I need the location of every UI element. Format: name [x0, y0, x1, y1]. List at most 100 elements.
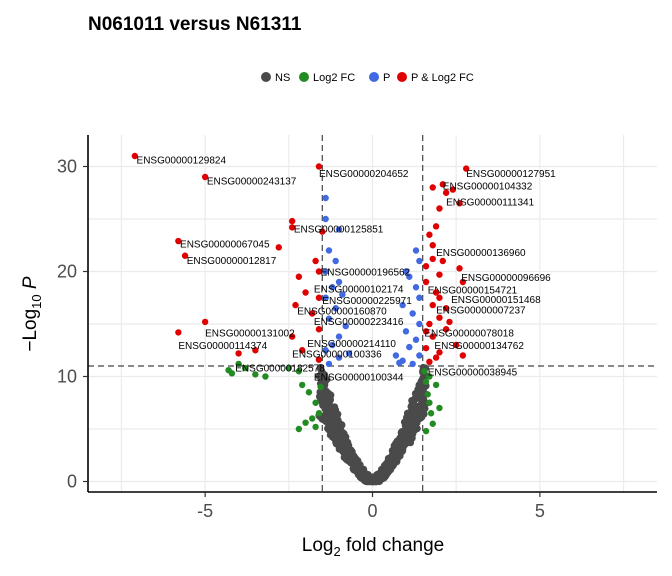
point-red [432, 223, 440, 230]
point-red [456, 200, 463, 207]
point-green [426, 399, 433, 406]
point-green [305, 389, 313, 396]
point-red [432, 354, 440, 361]
point-red [452, 341, 460, 349]
point-blue [325, 247, 333, 254]
point-red [439, 181, 446, 188]
point-blue [406, 273, 413, 280]
gene-label: ENSG00000214110 [307, 339, 396, 350]
legend-key [261, 72, 271, 82]
point-ns [333, 411, 341, 419]
point-red [319, 228, 326, 235]
legend-key [299, 72, 309, 82]
point-green [309, 415, 316, 422]
gene-label: ENSG00000100336 [292, 350, 382, 361]
point-green [422, 378, 430, 385]
point-red [309, 310, 316, 317]
point-ns [418, 397, 426, 405]
point-green [426, 373, 433, 380]
point-green [295, 368, 303, 375]
gene-label: ENSG00000012817 [187, 256, 277, 267]
point-green [424, 391, 431, 398]
point-red [442, 305, 450, 312]
point-ns [397, 434, 405, 443]
gene-label: ENSG00000096696 [461, 273, 551, 284]
point-red [315, 326, 323, 333]
gene-label: ENSG00000111341 [446, 197, 534, 208]
point-blue [412, 247, 420, 254]
point-blue [332, 257, 339, 265]
point-ns [360, 471, 368, 480]
point-red [288, 217, 296, 225]
point-ns [322, 406, 330, 414]
point-green [432, 381, 440, 389]
point-red [422, 278, 430, 286]
point-red [459, 352, 467, 359]
point-green [312, 399, 319, 406]
point-red [175, 329, 182, 336]
point-red [439, 257, 446, 265]
point-blue [329, 341, 336, 349]
gene-label: ENSG00000243137 [207, 176, 297, 187]
point-ns [394, 445, 402, 453]
point-ns [389, 460, 397, 468]
point-ns [351, 457, 359, 466]
point-ns [315, 372, 323, 380]
point-green [436, 404, 443, 412]
point-red [315, 294, 323, 301]
point-red [131, 152, 139, 160]
point-blue [345, 350, 353, 357]
point-red [422, 344, 430, 352]
point-blue [335, 354, 343, 361]
point-red [446, 318, 453, 326]
point-blue [335, 226, 343, 233]
point-green [315, 410, 323, 417]
point-ns [339, 447, 347, 456]
point-red [436, 294, 443, 301]
point-green [422, 427, 430, 435]
gene-label: ENSG00000100344 [314, 373, 404, 384]
gene-label: ENSG00000125851 [294, 225, 384, 236]
legend-key [397, 72, 407, 82]
point-blue [335, 333, 343, 340]
y-tick-label: 20 [57, 262, 77, 282]
point-red [463, 165, 470, 172]
point-red [201, 173, 209, 181]
point-red [302, 289, 309, 296]
point-green [252, 371, 259, 378]
gene-label: ENSG00000007237 [436, 306, 526, 317]
point-red [175, 237, 182, 245]
point-ns [410, 414, 418, 422]
point-blue [335, 278, 343, 286]
point-ns [377, 468, 385, 476]
point-blue [402, 328, 410, 335]
point-ns [360, 477, 369, 485]
point-green [295, 425, 303, 433]
point-red [235, 350, 242, 357]
point-red [312, 257, 319, 265]
point-green [427, 410, 435, 417]
point-ns [324, 389, 332, 397]
gene-label: ENSG00000223416 [314, 317, 404, 328]
point-red [295, 273, 303, 280]
point-ns [343, 442, 351, 450]
point-ns [330, 403, 339, 411]
point-ns [409, 422, 417, 430]
point-ns [384, 454, 393, 463]
point-red [422, 263, 430, 270]
point-blue [329, 284, 336, 291]
point-green [242, 364, 249, 372]
point-blue [399, 301, 406, 309]
point-ns [331, 417, 339, 425]
point-green [312, 423, 319, 431]
point-blue [325, 360, 333, 368]
point-ns [323, 418, 331, 426]
point-red [315, 163, 323, 170]
gene-label: ENSG00000136960 [436, 248, 526, 259]
point-red [442, 326, 450, 333]
legend: NS Log2 FC P P & Log2 FC [261, 72, 474, 84]
gene-label: ENSG00000114374 [178, 341, 267, 352]
point-red [315, 356, 323, 363]
gene-labels: ENSG00000129824 ENSG00000243137 ENSG000002… [137, 155, 557, 383]
